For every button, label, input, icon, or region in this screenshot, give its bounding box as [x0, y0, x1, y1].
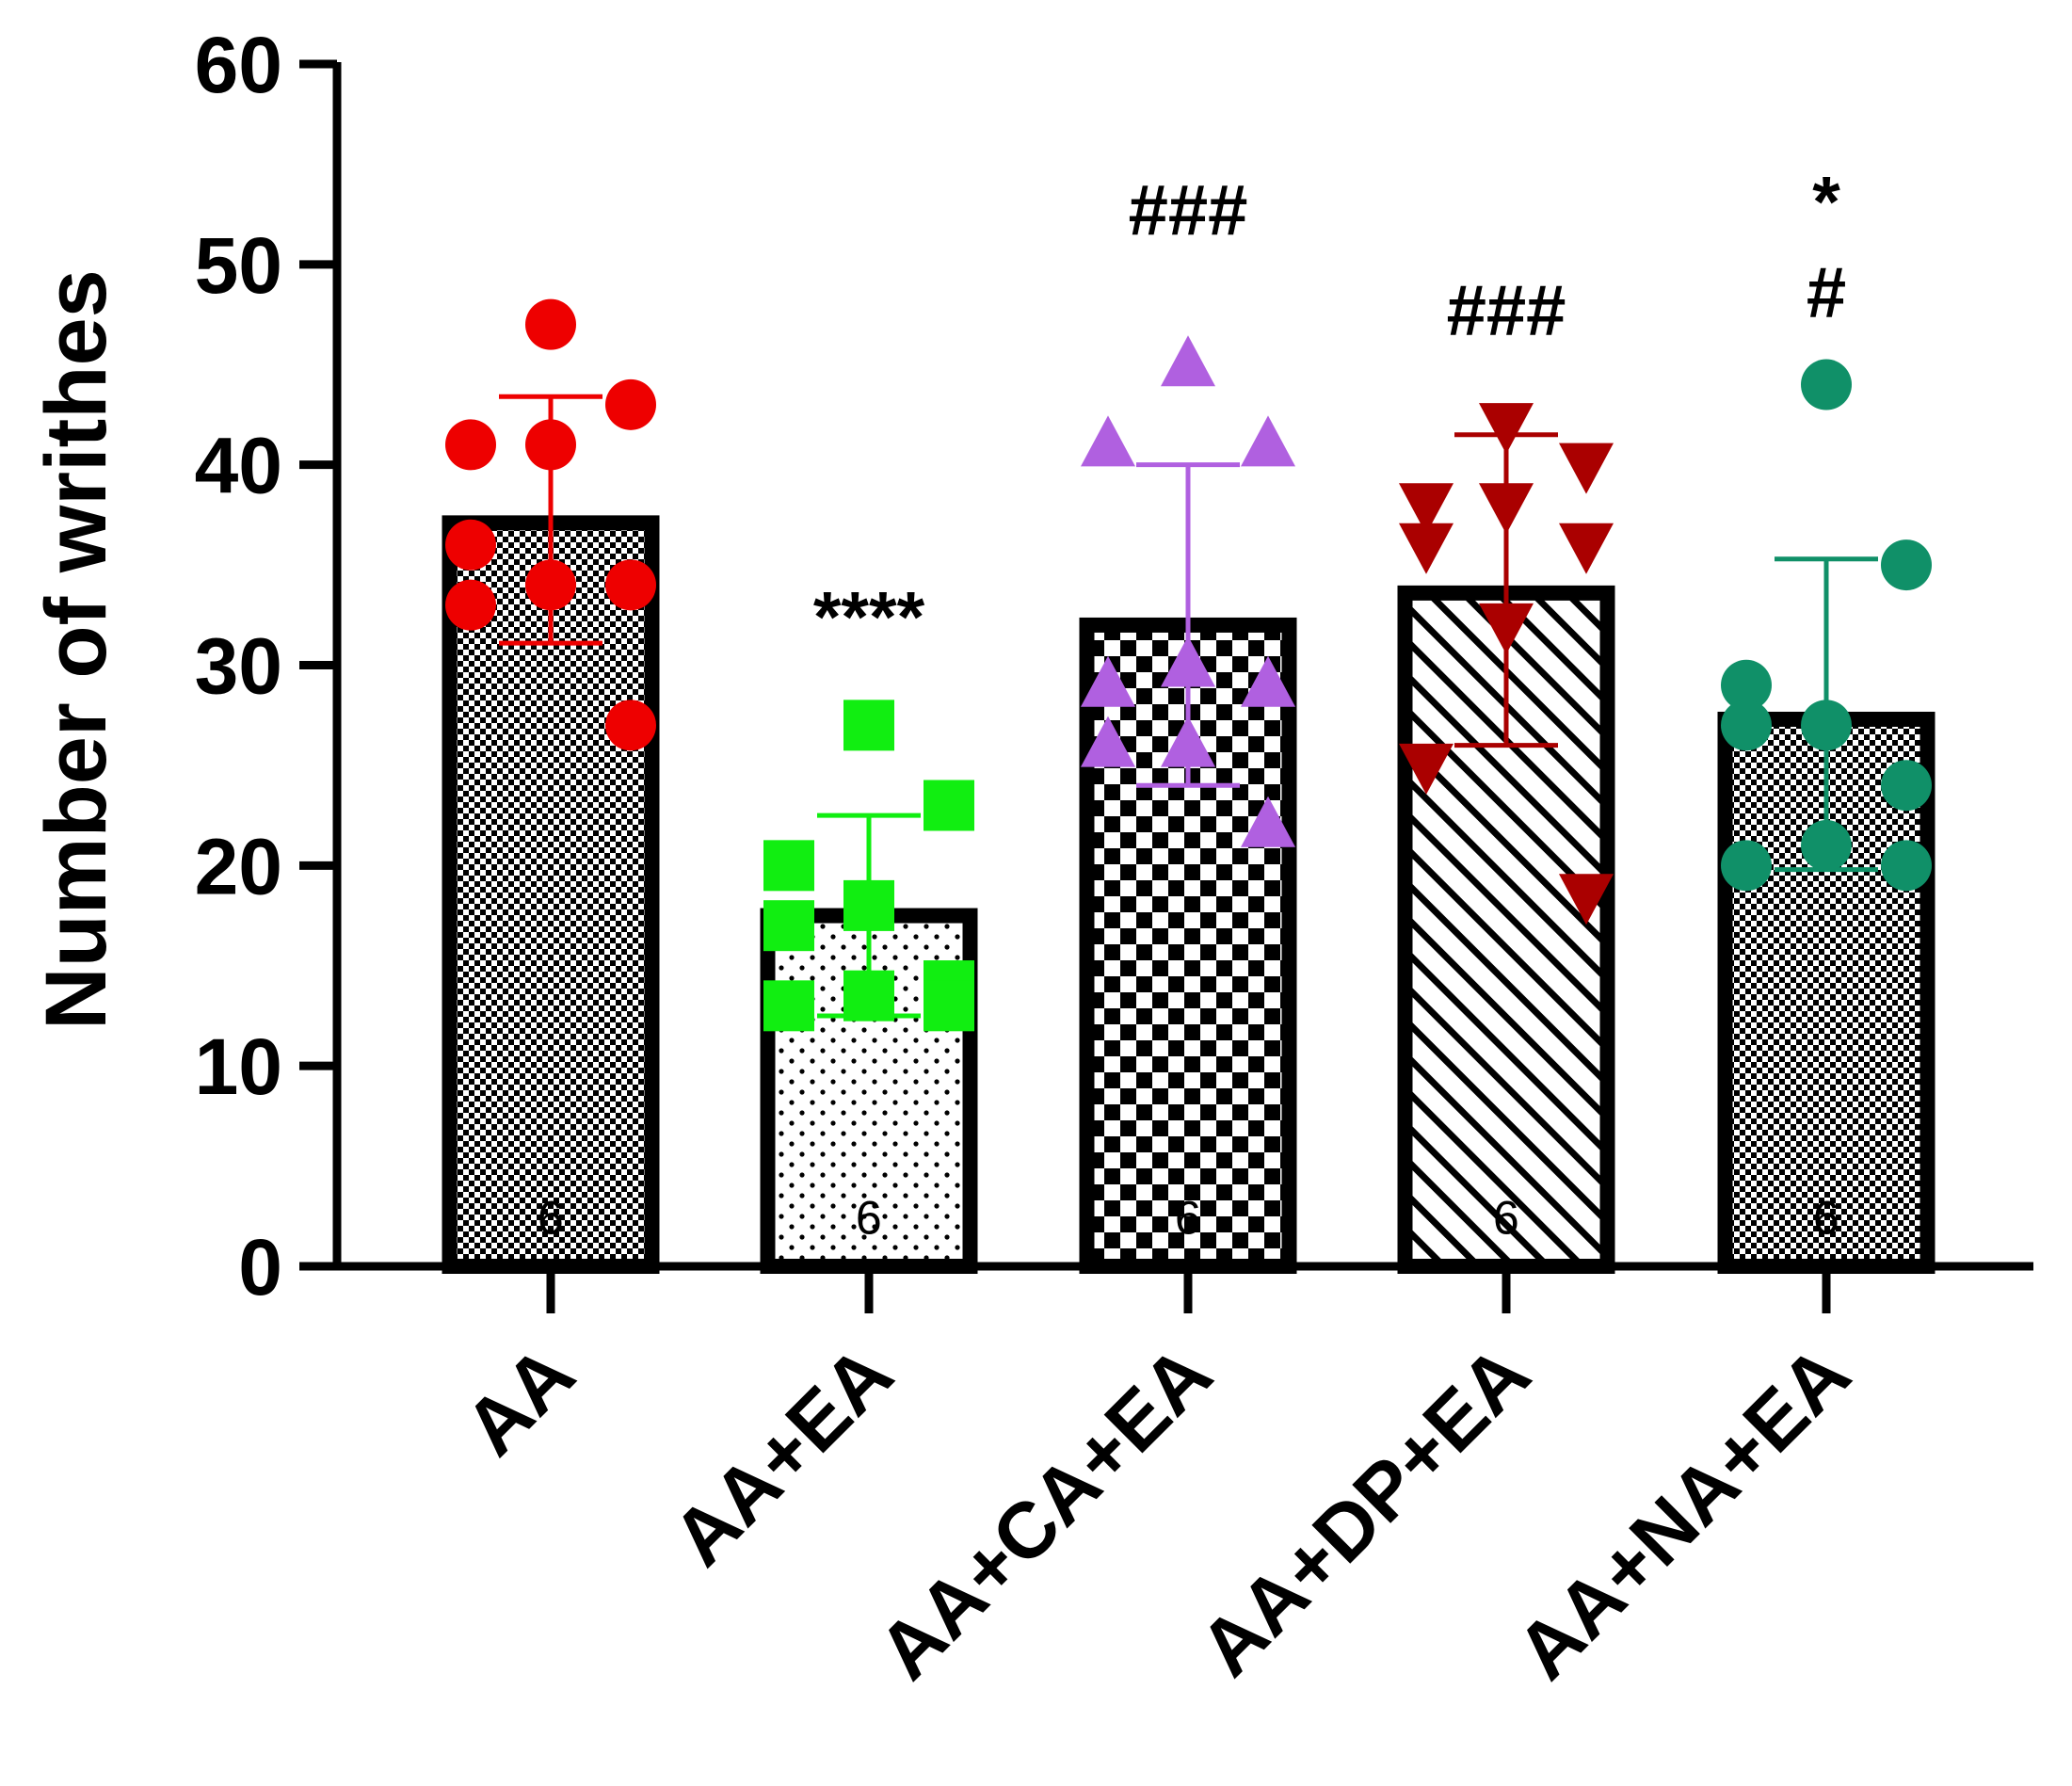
- data-point: [1881, 760, 1932, 812]
- data-point: [1881, 840, 1932, 892]
- data-point: [1479, 603, 1534, 654]
- data-point: [763, 840, 814, 892]
- bar-group: 9 ###: [1079, 170, 1297, 1274]
- data-point: [1721, 700, 1772, 751]
- bar-group: 9 ****: [760, 577, 978, 1275]
- x-category-label: AA+DP+EA: [1182, 1328, 1547, 1693]
- data-point: [1559, 874, 1614, 925]
- data-point: [1721, 840, 1772, 892]
- data-point: [1399, 523, 1454, 574]
- x-category-label: AA+EA: [655, 1328, 908, 1582]
- y-axis-title: Number of writhes: [28, 269, 124, 1030]
- data-point: [1241, 655, 1295, 707]
- data-point: [525, 298, 576, 350]
- y-tick-label: 50: [195, 221, 282, 310]
- y-tick-label: 0: [238, 1223, 282, 1311]
- bar: [442, 515, 660, 1274]
- significance-label: #: [1807, 253, 1846, 333]
- data-point: [1241, 415, 1295, 467]
- data-point: [1399, 743, 1454, 795]
- data-point: [605, 559, 656, 611]
- data-point: [605, 700, 656, 751]
- y-tick-label: 60: [195, 21, 282, 109]
- x-category-label: AA+NA+EA: [1500, 1328, 1867, 1696]
- data-point: [445, 579, 496, 631]
- data-point: [525, 419, 576, 471]
- bar-n-label: 9: [1813, 1191, 1839, 1244]
- y-tick-label: 40: [195, 422, 282, 510]
- x-category-label: AA: [447, 1328, 590, 1472]
- data-point: [1801, 700, 1852, 751]
- data-point: [843, 879, 894, 931]
- bar-n-label: 9: [856, 1191, 882, 1244]
- data-point: [763, 900, 814, 952]
- data-point: [763, 980, 814, 1032]
- significance-label: ****: [813, 577, 925, 657]
- bar-group: 9 * #: [1717, 163, 1935, 1274]
- data-point: [1399, 483, 1454, 535]
- significance-label: ###: [1129, 170, 1248, 250]
- significance-label: *: [1812, 163, 1840, 243]
- data-point: [445, 419, 496, 471]
- data-point: [1559, 442, 1614, 494]
- y-tick-label: 10: [195, 1022, 282, 1111]
- data-point: [525, 559, 576, 611]
- data-point: [1881, 539, 1932, 591]
- bar-n-label: 9: [1493, 1191, 1519, 1244]
- y-tick-label: 20: [195, 822, 282, 910]
- significance-label: ###: [1447, 271, 1566, 351]
- data-point: [1479, 403, 1534, 455]
- data-point: [924, 980, 974, 1032]
- bar-group: 9: [442, 298, 660, 1274]
- data-point: [445, 519, 496, 571]
- bars-layer: 9 9 **** 9 ### 9 ### 9 * #: [442, 163, 1935, 1275]
- data-point: [1479, 483, 1534, 535]
- data-point: [1081, 716, 1135, 767]
- data-point: [843, 970, 894, 1022]
- data-point: [1241, 796, 1295, 847]
- data-point: [1161, 636, 1215, 687]
- data-point: [1161, 716, 1215, 767]
- y-axis: 0 10 20 30 40 50 60: [195, 21, 342, 1311]
- data-point: [1801, 820, 1852, 872]
- data-point: [1081, 655, 1135, 707]
- data-point: [1559, 523, 1614, 574]
- y-tick-label: 30: [195, 622, 282, 711]
- bar-n-label: 9: [538, 1191, 564, 1244]
- bar-n-label: 9: [1175, 1191, 1201, 1244]
- data-point: [605, 378, 656, 430]
- data-point: [1081, 415, 1135, 467]
- data-point: [924, 780, 974, 831]
- data-point: [843, 700, 894, 751]
- x-category-label: AA+CA+EA: [861, 1328, 1229, 1696]
- data-point: [1161, 335, 1215, 387]
- bar-group: 9 ###: [1397, 271, 1615, 1274]
- data-point: [1801, 359, 1852, 410]
- data-point: [1721, 659, 1772, 711]
